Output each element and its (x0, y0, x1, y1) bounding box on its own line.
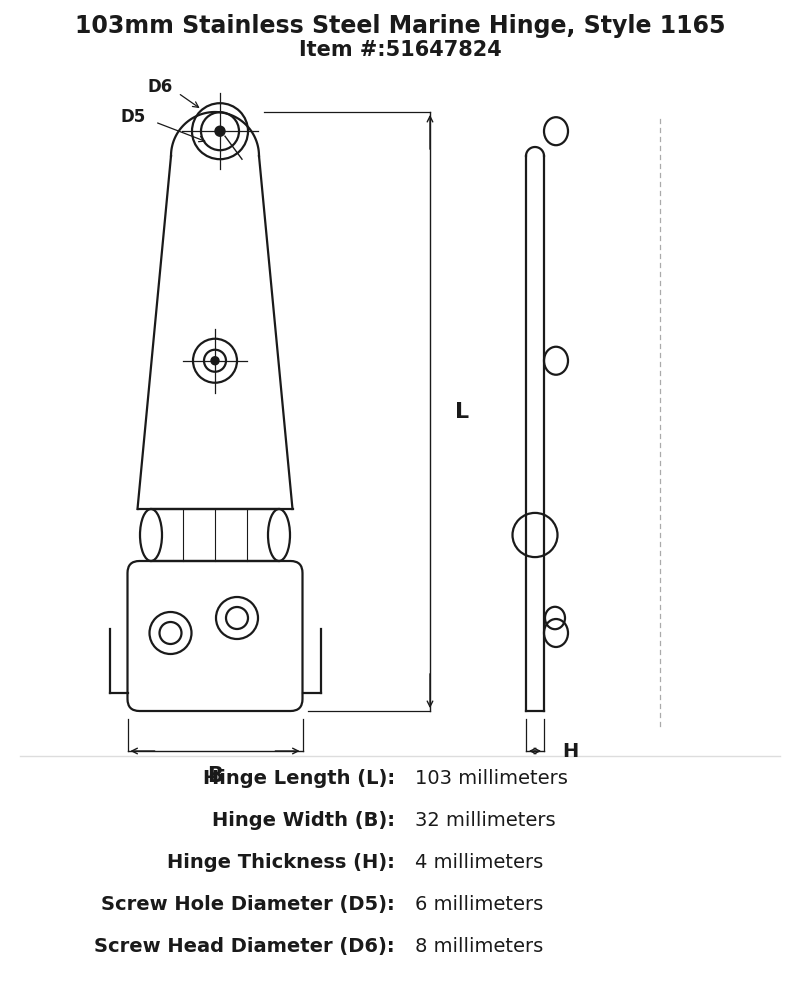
Circle shape (215, 126, 225, 136)
Text: Hinge Length (L):: Hinge Length (L): (203, 769, 395, 788)
Text: 103 millimeters: 103 millimeters (415, 769, 568, 788)
Text: 8 millimeters: 8 millimeters (415, 936, 543, 955)
Text: B: B (207, 766, 223, 786)
Text: D6: D6 (147, 78, 173, 96)
Text: Item #:51647824: Item #:51647824 (298, 40, 502, 60)
Text: Screw Head Diameter (D6):: Screw Head Diameter (D6): (94, 936, 395, 955)
Text: 6 millimeters: 6 millimeters (415, 894, 543, 913)
Text: H: H (562, 741, 578, 761)
Text: 4 millimeters: 4 millimeters (415, 853, 543, 872)
Circle shape (211, 357, 219, 365)
Text: 103mm Stainless Steel Marine Hinge, Style 1165: 103mm Stainless Steel Marine Hinge, Styl… (74, 14, 726, 38)
Text: Screw Hole Diameter (D5):: Screw Hole Diameter (D5): (102, 894, 395, 913)
Text: L: L (455, 401, 469, 421)
Text: Hinge Width (B):: Hinge Width (B): (212, 811, 395, 830)
Text: D5: D5 (120, 108, 146, 126)
Text: 32 millimeters: 32 millimeters (415, 811, 556, 830)
Text: Hinge Thickness (H):: Hinge Thickness (H): (167, 853, 395, 872)
